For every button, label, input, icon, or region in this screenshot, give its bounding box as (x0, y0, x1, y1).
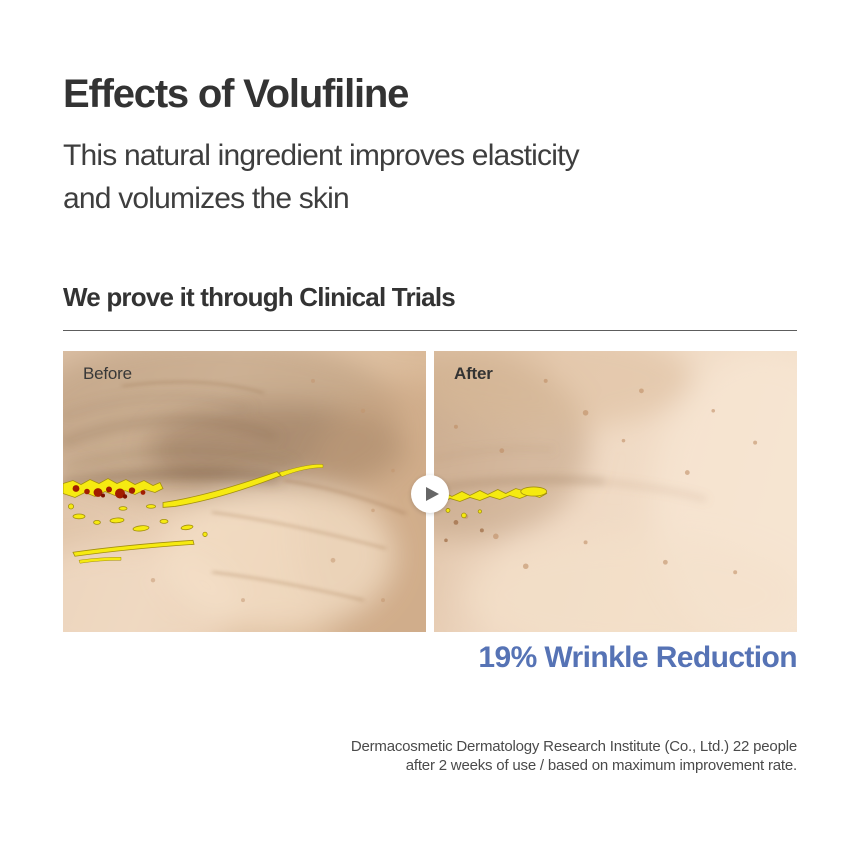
play-arrow-icon (425, 486, 439, 501)
clinical-trials-heading: We prove it through Clinical Trials (63, 282, 456, 313)
footnote: Dermacosmetic Dermatology Research Insti… (63, 737, 797, 775)
after-label: After (454, 363, 493, 383)
next-arrow-button[interactable] (411, 474, 449, 513)
before-label: Before (83, 363, 132, 383)
footnote-line-2: after 2 weeks of use / based on maximum … (405, 756, 797, 774)
page-title: Effects of Volufiline (63, 72, 409, 116)
footnote-line-1: Dermacosmetic Dermatology Research Insti… (350, 737, 797, 755)
divider-line (63, 329, 797, 331)
subtitle-line-1: This natural ingredient improves elastic… (63, 139, 580, 172)
page-subtitle: This natural ingredient improves elastic… (63, 134, 797, 220)
wrinkle-reduction-result: 19% Wrinkle Reduction (478, 640, 797, 674)
before-after-comparison: Before (63, 350, 797, 632)
subtitle-line-2: and volumizes the skin (63, 182, 350, 216)
after-image: After (434, 350, 797, 632)
before-image: Before (63, 350, 426, 632)
